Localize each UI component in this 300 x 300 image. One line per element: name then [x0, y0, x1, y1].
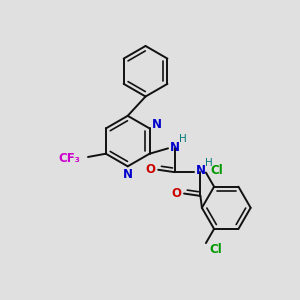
Text: O: O: [172, 187, 182, 200]
Text: Cl: Cl: [209, 242, 222, 256]
Text: N: N: [169, 141, 180, 154]
Text: N: N: [195, 164, 206, 178]
Text: H: H: [179, 134, 187, 144]
Text: H: H: [205, 158, 213, 168]
Text: N: N: [123, 168, 133, 181]
Text: Cl: Cl: [210, 164, 223, 177]
Text: O: O: [146, 163, 156, 176]
Text: N: N: [152, 118, 162, 131]
Text: CF₃: CF₃: [59, 152, 81, 165]
